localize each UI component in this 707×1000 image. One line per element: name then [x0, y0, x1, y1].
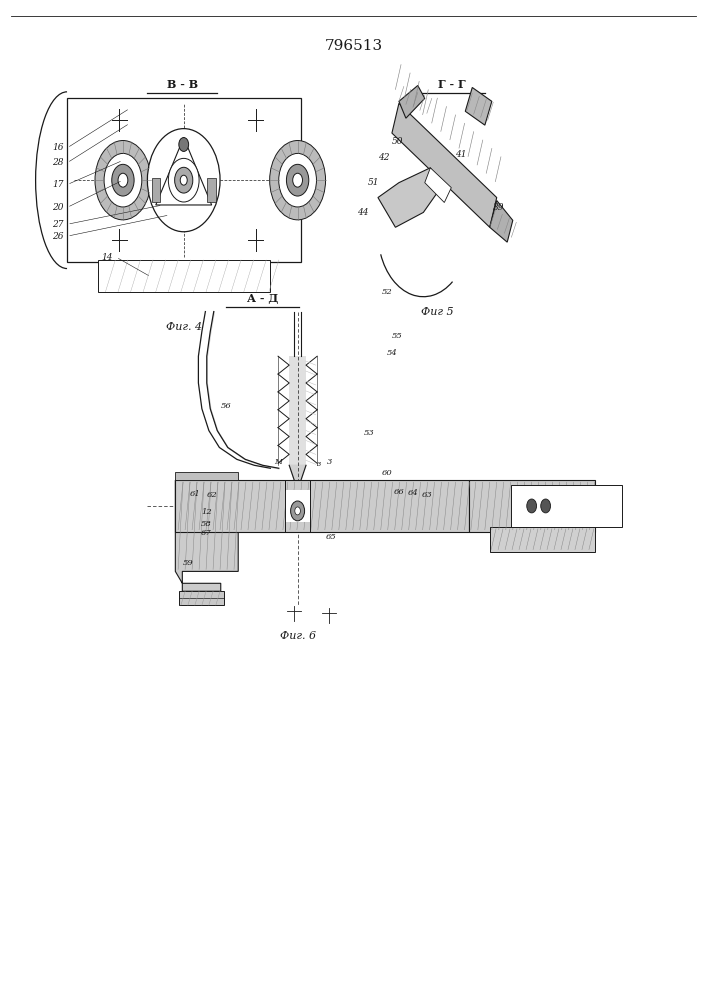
Bar	[207, 178, 216, 202]
Text: А - Д: А - Д	[247, 293, 279, 304]
Circle shape	[295, 507, 300, 515]
Circle shape	[180, 175, 187, 185]
Bar	[510, 485, 622, 527]
Text: Фиг 5: Фиг 5	[421, 307, 454, 317]
Text: 61: 61	[189, 490, 200, 498]
Text: М: М	[274, 458, 282, 466]
Text: 65: 65	[325, 533, 337, 541]
Text: 53: 53	[364, 429, 375, 437]
Text: Г - Г: Г - Г	[438, 79, 465, 90]
Polygon shape	[156, 138, 211, 205]
Circle shape	[175, 167, 193, 193]
Text: 64: 64	[408, 489, 419, 497]
Text: 44: 44	[357, 208, 368, 217]
Circle shape	[527, 499, 537, 513]
Text: 56: 56	[221, 402, 231, 410]
Text: з: з	[317, 460, 321, 468]
Polygon shape	[175, 480, 238, 591]
Text: В - В: В - В	[167, 79, 198, 90]
Text: 12: 12	[201, 508, 212, 516]
Polygon shape	[289, 465, 306, 490]
Text: 51: 51	[368, 178, 379, 187]
Text: 42: 42	[378, 153, 390, 162]
Polygon shape	[490, 201, 513, 242]
Bar	[98, 260, 269, 292]
Text: 58: 58	[201, 520, 212, 528]
Circle shape	[118, 173, 128, 187]
Bar	[285, 490, 310, 522]
Text: 20: 20	[52, 203, 64, 212]
Bar	[151, 178, 160, 202]
Text: 16: 16	[52, 143, 64, 152]
Text: 50: 50	[392, 137, 404, 146]
Circle shape	[112, 164, 134, 196]
Circle shape	[286, 164, 309, 196]
Bar	[490, 527, 595, 552]
Text: Фиг. 6: Фиг. 6	[279, 631, 315, 641]
Text: 60: 60	[382, 469, 392, 477]
Polygon shape	[399, 85, 425, 118]
Text: 55: 55	[392, 332, 403, 340]
Circle shape	[293, 173, 303, 187]
Polygon shape	[425, 168, 451, 202]
Bar	[67, 98, 301, 262]
Circle shape	[168, 158, 199, 202]
Text: 62: 62	[206, 491, 218, 499]
Circle shape	[147, 129, 220, 232]
Text: 3: 3	[327, 458, 332, 466]
Text: 63: 63	[422, 491, 433, 499]
Text: 17: 17	[52, 180, 64, 189]
Text: 66: 66	[394, 488, 405, 496]
Bar	[179, 591, 224, 605]
Circle shape	[291, 501, 305, 521]
Polygon shape	[392, 103, 497, 227]
Bar	[469, 480, 595, 532]
Circle shape	[279, 153, 317, 207]
Circle shape	[104, 153, 142, 207]
Text: 59: 59	[182, 559, 193, 567]
Text: 14: 14	[101, 253, 112, 262]
Text: 28: 28	[52, 158, 64, 167]
Polygon shape	[378, 168, 441, 227]
Circle shape	[541, 499, 551, 513]
Text: Фиг. 4: Фиг. 4	[165, 322, 201, 332]
Text: 67: 67	[201, 529, 212, 537]
Bar	[175, 480, 469, 532]
Circle shape	[269, 141, 325, 220]
Text: 796513: 796513	[325, 39, 382, 53]
Bar	[175, 472, 238, 480]
Text: 26: 26	[52, 232, 64, 241]
Text: 41: 41	[455, 150, 467, 159]
Text: 39: 39	[493, 203, 505, 212]
Polygon shape	[465, 87, 492, 125]
Text: 52: 52	[382, 288, 392, 296]
Circle shape	[179, 138, 189, 151]
Text: 27: 27	[52, 220, 64, 229]
Text: 54: 54	[387, 349, 398, 357]
Circle shape	[95, 141, 151, 220]
